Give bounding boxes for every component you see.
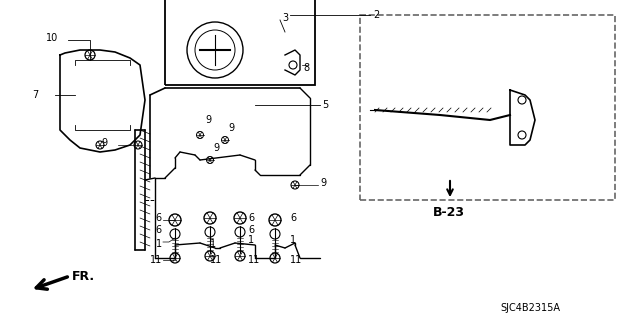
Text: 5: 5 bbox=[322, 100, 328, 110]
Text: 1: 1 bbox=[156, 239, 162, 249]
Text: 9: 9 bbox=[205, 115, 211, 125]
Text: 11: 11 bbox=[290, 255, 302, 265]
Text: 7: 7 bbox=[32, 90, 38, 100]
Text: SJC4B2315A: SJC4B2315A bbox=[500, 303, 560, 313]
Text: 9: 9 bbox=[228, 123, 234, 133]
Text: 2: 2 bbox=[373, 10, 380, 20]
Text: 9: 9 bbox=[102, 138, 108, 148]
Text: 11: 11 bbox=[210, 255, 222, 265]
Bar bbox=[165, 0, 315, 85]
Bar bbox=[360, 15, 615, 200]
Text: 6: 6 bbox=[248, 213, 254, 223]
Text: 9: 9 bbox=[320, 178, 326, 188]
Text: B-23: B-23 bbox=[433, 206, 465, 219]
Text: 3: 3 bbox=[282, 13, 288, 23]
Text: 9: 9 bbox=[213, 143, 219, 153]
Text: 1: 1 bbox=[248, 235, 254, 245]
Text: 6: 6 bbox=[248, 225, 254, 235]
Text: 11: 11 bbox=[150, 255, 162, 265]
Text: 6: 6 bbox=[156, 213, 162, 223]
Text: FR.: FR. bbox=[72, 270, 95, 283]
Text: 6: 6 bbox=[156, 225, 162, 235]
Text: 8: 8 bbox=[303, 63, 309, 73]
Text: 6: 6 bbox=[290, 213, 296, 223]
Text: 1: 1 bbox=[290, 235, 296, 245]
Text: 11: 11 bbox=[248, 255, 260, 265]
Text: 10: 10 bbox=[45, 33, 58, 43]
Text: 1: 1 bbox=[210, 239, 216, 249]
